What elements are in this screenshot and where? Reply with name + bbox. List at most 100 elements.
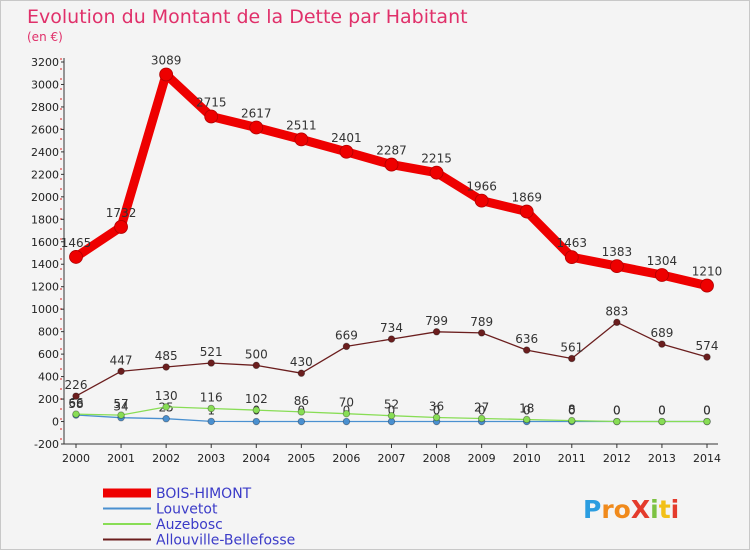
x-tick-label: 2002: [152, 452, 180, 465]
data-point: [342, 417, 351, 426]
y-tick-label: 1200: [31, 281, 59, 294]
data-point: [252, 361, 260, 370]
data-point: [117, 411, 125, 419]
y-tick-label: 2200: [31, 168, 59, 181]
data-label: 2715: [196, 95, 227, 109]
x-tick-label: 2000: [62, 452, 90, 465]
series-layer: 5834251000000000006657130116102867052362…: [61, 53, 722, 426]
x-tick-label: 2001: [107, 452, 135, 465]
data-label: 86: [294, 394, 309, 408]
data-point: [72, 392, 80, 400]
y-tick-label: 2000: [31, 191, 59, 204]
data-label: 0: [613, 404, 621, 418]
data-label: 226: [65, 378, 88, 392]
data-label: 1383: [602, 245, 633, 259]
data-label: 1732: [106, 206, 137, 220]
x-tick-label: 2003: [197, 452, 225, 465]
x-tick-label: 2006: [332, 452, 360, 465]
data-label: 734: [380, 321, 403, 335]
x-tick-label: 2013: [648, 452, 676, 465]
legend-item: Allouville-Bellefosse: [103, 533, 295, 549]
data-label: 1463: [557, 236, 588, 250]
data-point: [519, 204, 534, 219]
data-point: [568, 354, 576, 363]
data-point: [429, 165, 444, 180]
y-tick-label: 2800: [31, 101, 59, 114]
y-tick-label: 3200: [31, 56, 59, 69]
data-point: [523, 346, 531, 354]
data-label: 130: [155, 389, 178, 403]
data-label: 102: [245, 392, 268, 406]
data-label: 500: [245, 347, 268, 361]
data-point: [342, 409, 351, 418]
data-point: [432, 413, 441, 422]
data-label: 1966: [466, 180, 497, 194]
data-point: [613, 417, 621, 426]
y-tick-label: -200: [34, 438, 59, 451]
data-label: 0: [388, 404, 396, 418]
x-tick-label: 2012: [603, 452, 631, 465]
data-label: 430: [290, 355, 313, 369]
y-tick-label: 0: [52, 416, 59, 429]
data-label: 58: [68, 397, 83, 411]
data-point: [658, 340, 666, 348]
data-point: [703, 353, 711, 361]
series-allouville-bellefosse: 226 447 485 521 500 430 669 734 799 789 636 561 883 6…: [65, 304, 718, 400]
data-label: 70: [339, 396, 354, 410]
data-label: 3089: [151, 53, 182, 67]
data-point: [204, 109, 219, 124]
data-label: 0: [658, 404, 666, 418]
data-point: [69, 250, 83, 264]
x-tick-label: 2007: [378, 452, 406, 465]
data-point: [700, 278, 714, 293]
data-label: 799: [425, 314, 448, 328]
legend-label: Louvetot: [156, 502, 218, 518]
series-bois-himont: 1465 1732 3089 2715 2617 2511 2401 2287 2215 1966…: [61, 53, 722, 293]
data-label: 0: [568, 404, 576, 418]
logo-letter: i: [671, 495, 680, 524]
data-label: 116: [200, 390, 223, 404]
data-point: [72, 410, 80, 418]
x-tick-label: 2014: [693, 452, 721, 465]
y-tick-label: 1800: [31, 213, 59, 226]
data-label: 0: [523, 404, 531, 418]
data-point: [568, 416, 576, 425]
data-point: [564, 250, 579, 265]
data-point: [477, 414, 486, 423]
data-label: 0: [613, 404, 621, 418]
proxiti-logo: ProXiti: [583, 495, 679, 524]
logo-letter: r: [601, 495, 614, 524]
y-tick-label: 1000: [31, 303, 59, 316]
data-label: 0: [433, 404, 441, 418]
data-point: [609, 259, 624, 274]
data-point: [252, 417, 260, 426]
plot-area: [64, 58, 718, 444]
data-label: 521: [200, 345, 223, 359]
legend-item: Auzebosc: [103, 517, 223, 533]
data-point: [207, 404, 215, 413]
legend-label: Auzebosc: [156, 517, 223, 533]
data-point: [384, 157, 399, 172]
y-tick-label: 1400: [31, 258, 59, 271]
data-label: 8: [568, 403, 576, 417]
x-tick-label: 2011: [558, 452, 586, 465]
data-point: [114, 220, 128, 234]
legend-label: BOIS-HIMONT: [156, 486, 252, 502]
logo-letter: P: [583, 495, 601, 524]
data-point: [523, 415, 531, 424]
legend: BOIS-HIMONTLouvetotAuzeboscAllouville-Be…: [103, 486, 295, 549]
data-label: 36: [429, 399, 444, 413]
data-label: 18: [519, 402, 534, 416]
x-tick-label: 2009: [468, 452, 496, 465]
data-point: [613, 318, 621, 327]
x-tick-label: 2004: [242, 452, 270, 465]
data-label: 0: [703, 404, 711, 418]
data-point: [297, 369, 306, 377]
data-label: 883: [605, 304, 628, 318]
data-point: [474, 193, 489, 208]
axes: -200020040060080010001200140016001800200…: [31, 56, 721, 465]
data-point: [658, 417, 666, 426]
data-label: 561: [560, 340, 583, 354]
